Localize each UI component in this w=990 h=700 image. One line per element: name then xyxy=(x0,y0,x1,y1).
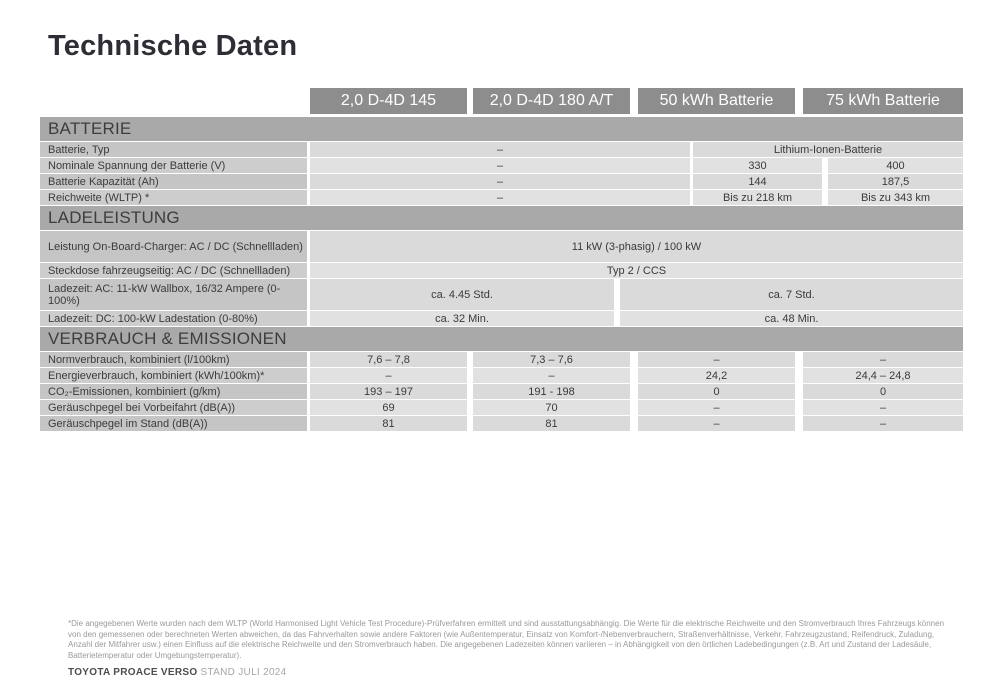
cell-75kwh: 187,5 xyxy=(828,174,963,189)
column-header-50kwh: 50 kWh Batterie xyxy=(638,88,795,114)
cell-d4d-145: – xyxy=(310,368,467,383)
page-title: Technische Daten xyxy=(48,30,298,62)
model-name: TOYOTA PROACE VERSO xyxy=(68,667,198,678)
row-label: Steckdose fahrzeugseitig: AC / DC (Schne… xyxy=(40,263,307,278)
cell-50kwh: 0 xyxy=(638,384,795,399)
cell-d4d-180: 70 xyxy=(473,400,630,415)
row-label: Leistung On-Board-Charger: AC / DC (Schn… xyxy=(40,231,307,262)
column-header-75kwh: 75 kWh Batterie xyxy=(803,88,963,114)
cell-75kwh: 24,4 – 24,8 xyxy=(803,368,963,383)
cell-75kwh: ca. 48 Min. xyxy=(620,311,963,326)
wltp-footnote: *Die angegebenen Werte wurden nach dem W… xyxy=(68,619,944,661)
row-label: Ladezeit: DC: 100-kW Ladestation (0-80%) xyxy=(40,311,307,326)
cell-all-merged: Typ 2 / CCS xyxy=(310,263,963,278)
cell-diesel-merged: – xyxy=(310,142,690,157)
cell-diesel-merged: – xyxy=(310,174,690,189)
column-header-row: 2,0 D-4D 145 2,0 D-4D 180 A/T 50 kWh Bat… xyxy=(40,88,963,114)
row-label: Reichweite (WLTP) * xyxy=(40,190,307,205)
table-row-onboard-charger: Leistung On-Board-Charger: AC / DC (Schn… xyxy=(40,231,963,262)
table-row-ladezeit-dc: Ladezeit: DC: 100-kW Ladestation (0-80%)… xyxy=(40,311,963,326)
section-header-ladeleistung: LADELEISTUNG xyxy=(40,206,963,230)
row-label: Nominale Spannung der Batterie (V) xyxy=(40,158,307,173)
cell-50kwh: 24,2 xyxy=(638,368,795,383)
cell-d4d-180: 191 - 198 xyxy=(473,384,630,399)
cell-d4d-180: 7,3 – 7,6 xyxy=(473,352,630,367)
cell-50kwh: – xyxy=(638,352,795,367)
footnote-line: von den gemessenen oder berechneten Wert… xyxy=(68,629,935,639)
cell-diesel-merged: – xyxy=(310,190,690,205)
table-row-normverbrauch: Normverbrauch, kombiniert (l/100km) 7,6 … xyxy=(40,352,963,367)
cell-battery-merged: Lithium-Ionen-Batterie xyxy=(693,142,963,157)
table-row-batterie-kapazitaet: Batterie Kapazität (Ah) – 144 187,5 xyxy=(40,174,963,189)
table-row-nominale-spannung: Nominale Spannung der Batterie (V) – 330… xyxy=(40,158,963,173)
cell-d4d-145: 193 – 197 xyxy=(310,384,467,399)
cell-d4d-180: – xyxy=(473,368,630,383)
row-label: CO₂-Emissionen, kombiniert (g/km) xyxy=(40,384,307,399)
cell-50kwh: – xyxy=(638,416,795,431)
cell-75kwh: 400 xyxy=(828,158,963,173)
row-label: Geräuschpegel im Stand (dB(A)) xyxy=(40,416,307,431)
table-row-batterie-typ: Batterie, Typ – Lithium-Ionen-Batterie xyxy=(40,142,963,157)
section-header-batterie: BATTERIE xyxy=(40,117,963,141)
cell-75kwh: 0 xyxy=(803,384,963,399)
cell-d4d-145: 69 xyxy=(310,400,467,415)
cell-50kwh: – xyxy=(638,400,795,415)
row-label: Batterie Kapazität (Ah) xyxy=(40,174,307,189)
table-row-energieverbrauch: Energieverbrauch, kombiniert (kWh/100km)… xyxy=(40,368,963,383)
row-label: Batterie, Typ xyxy=(40,142,307,157)
row-label: Geräuschpegel bei Vorbeifahrt (dB(A)) xyxy=(40,400,307,415)
cell-d4d-145: 7,6 – 7,8 xyxy=(310,352,467,367)
footnote-line: Anzahl der Mitfahrer usw.) einen Einflus… xyxy=(68,640,932,649)
cell-d4d-145: 81 xyxy=(310,416,467,431)
cell-d4d-180: 81 xyxy=(473,416,630,431)
technical-data-table: 2,0 D-4D 145 2,0 D-4D 180 A/T 50 kWh Bat… xyxy=(40,88,963,432)
cell-75kwh: – xyxy=(803,352,963,367)
header-spacer xyxy=(40,88,310,114)
cell-75kwh: Bis zu 343 km xyxy=(828,190,963,205)
row-label: Normverbrauch, kombiniert (l/100km) xyxy=(40,352,307,367)
cell-50kwh: 330 xyxy=(693,158,822,173)
cell-75kwh: ca. 7 Std. xyxy=(620,279,963,310)
cell-75kwh: – xyxy=(803,400,963,415)
table-row-co2-emissionen: CO₂-Emissionen, kombiniert (g/km) 193 – … xyxy=(40,384,963,399)
stand-date: STAND JULI 2024 xyxy=(200,667,287,678)
table-row-geraeuschpegel-vorbeifahrt: Geräuschpegel bei Vorbeifahrt (dB(A)) 69… xyxy=(40,400,963,415)
table-row-reichweite: Reichweite (WLTP) * – Bis zu 218 km Bis … xyxy=(40,190,963,205)
cell-50kwh: ca. 4.45 Std. xyxy=(310,279,614,310)
cell-50kwh: Bis zu 218 km xyxy=(693,190,822,205)
footnote-line: *Die angegebenen Werte wurden nach dem W… xyxy=(68,619,945,628)
document-footer: TOYOTA PROACE VERSO STAND JULI 2024 xyxy=(68,667,287,678)
section-header-verbrauch-emissionen: VERBRAUCH & EMISSIONEN xyxy=(40,327,963,351)
cell-75kwh: – xyxy=(803,416,963,431)
row-label: Energieverbrauch, kombiniert (kWh/100km)… xyxy=(40,368,307,383)
row-label: Ladezeit: AC: 11-kW Wallbox, 16/32 Amper… xyxy=(40,279,307,310)
table-row-ladezeit-ac: Ladezeit: AC: 11-kW Wallbox, 16/32 Amper… xyxy=(40,279,963,310)
column-header-d4d-145: 2,0 D-4D 145 xyxy=(310,88,467,114)
cell-50kwh: ca. 32 Min. xyxy=(310,311,614,326)
column-header-d4d-180: 2,0 D-4D 180 A/T xyxy=(473,88,630,114)
cell-all-merged: 11 kW (3-phasig) / 100 kW xyxy=(310,231,963,262)
table-row-steckdose: Steckdose fahrzeugseitig: AC / DC (Schne… xyxy=(40,263,963,278)
cell-50kwh: 144 xyxy=(693,174,822,189)
cell-diesel-merged: – xyxy=(310,158,690,173)
footnote-line: Batterietemperatur oder Umgebungstempera… xyxy=(68,650,242,660)
table-row-geraeuschpegel-stand: Geräuschpegel im Stand (dB(A)) 81 81 – – xyxy=(40,416,963,431)
